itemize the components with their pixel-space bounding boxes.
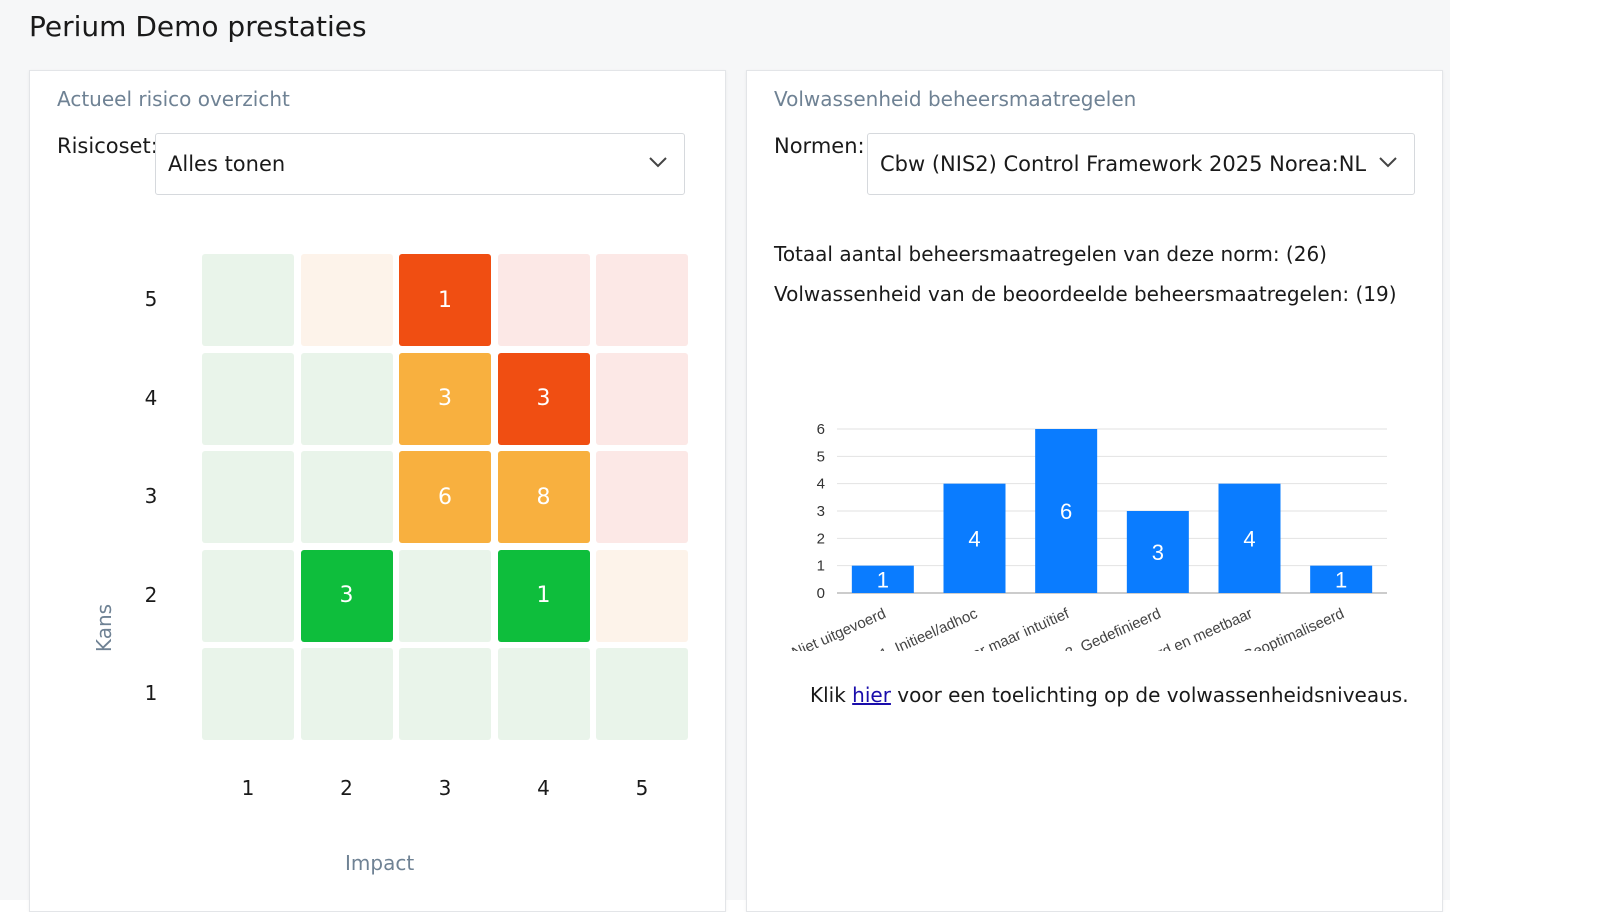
- y-tick-label: 2: [817, 530, 825, 547]
- maturity-bar-chart: 0 1 2 3 4 5 6 1 0. Niet uitgevoerd 4 1. Initieel/a…: [774, 421, 1387, 651]
- y-tick-label: 0: [817, 585, 825, 602]
- total-controls-label: Totaal aantal beheersmaatregelen van dez…: [774, 242, 1280, 266]
- risk-cell[interactable]: 1: [497, 549, 590, 642]
- risk-cell: [300, 451, 393, 543]
- total-controls-value: (26): [1285, 242, 1327, 266]
- normen-select[interactable]: Cbw (NIS2) Control Framework 2025 Norea:…: [867, 133, 1415, 195]
- risk-cell: [300, 254, 393, 346]
- risk-cell: [399, 549, 491, 642]
- assessed-controls-line: Volwassenheid van de beoordeelde beheers…: [774, 282, 1397, 306]
- normen-select-value: Cbw (NIS2) Control Framework 2025 Norea:…: [880, 152, 1367, 176]
- bar-value-label: 4: [968, 526, 980, 551]
- risk-cell: [596, 549, 688, 642]
- bar: [1126, 511, 1189, 593]
- risk-cell: [202, 254, 294, 346]
- bar-value-label: 1: [877, 567, 889, 592]
- y-tick-label: 1: [144, 681, 158, 705]
- explanation-suffix: voor een toelichting op de volwassenheid…: [897, 683, 1409, 707]
- risk-cell: [202, 451, 294, 543]
- y-tick-label: 5: [144, 287, 158, 311]
- explanation-link[interactable]: hier: [852, 683, 891, 707]
- risk-cell: [202, 352, 294, 445]
- normen-label: Normen:: [774, 134, 865, 158]
- x-tick-label: 1: [241, 776, 255, 800]
- bar: [1310, 565, 1373, 593]
- page-title: Perium Demo prestaties: [29, 10, 367, 43]
- x-tick-label: 0. Niet uitgevoerd: [774, 605, 888, 651]
- risk-cell[interactable]: 3: [497, 352, 590, 445]
- y-tick-label: 2: [144, 582, 158, 607]
- bar: [1035, 429, 1098, 593]
- risicoset-label: Risicoset:: [57, 134, 158, 158]
- risk-cell[interactable]: 3: [300, 549, 393, 642]
- risk-cell: [202, 549, 294, 642]
- assessed-controls-value: (19): [1355, 282, 1397, 306]
- explanation-prefix: Klik: [810, 683, 846, 707]
- y-axis-title: Kans: [92, 603, 116, 653]
- bar-value-label: 4: [1243, 526, 1255, 551]
- y-tick-label: 3: [144, 484, 158, 508]
- explanation-note: Klik hier voor een toelichting op de vol…: [810, 683, 1409, 707]
- risicoset-select-value: Alles tonen: [168, 152, 286, 176]
- risk-cell: [596, 352, 688, 445]
- x-tick-label: 5: [635, 776, 649, 800]
- risk-cell: [596, 254, 688, 346]
- y-tick-label: 6: [817, 421, 825, 438]
- risk-cell[interactable]: 6: [399, 451, 491, 543]
- risk-overview-card: Actueel risico overzicht Risicoset: Alle…: [29, 70, 726, 912]
- bar: [851, 565, 914, 593]
- x-tick-label: 4: [537, 776, 550, 800]
- risicoset-select[interactable]: Alles tonen: [155, 133, 685, 195]
- total-controls-line: Totaal aantal beheersmaatregelen van dez…: [774, 242, 1327, 266]
- bar-value-label: 3: [1152, 540, 1164, 565]
- risk-cell: [497, 254, 590, 346]
- x-tick-label: 1. Initieel/adhoc: [877, 605, 980, 651]
- risk-cell: [300, 648, 393, 740]
- y-tick-label: 4: [144, 385, 158, 410]
- risk-cell: [202, 648, 294, 740]
- risk-cell: [399, 648, 491, 740]
- y-tick-label: 4: [817, 476, 825, 493]
- risk-cell[interactable]: 8: [497, 451, 590, 543]
- bar: [1218, 483, 1281, 593]
- chevron-down-icon: [1379, 157, 1397, 168]
- risk-card-title: Actueel risico overzicht: [57, 87, 290, 111]
- maturity-card: Volwassenheid beheersmaatregelen Normen:…: [746, 70, 1443, 912]
- x-tick-label: 3. Gedefinieerd: [1063, 605, 1164, 651]
- risk-cell: [497, 648, 590, 740]
- risk-cell: [596, 451, 688, 543]
- x-tick-label: 3: [438, 776, 452, 800]
- chevron-down-icon: [649, 157, 667, 168]
- risk-cell: [300, 352, 393, 445]
- risk-cell[interactable]: 3: [399, 352, 491, 445]
- risk-cell[interactable]: 1: [399, 254, 491, 346]
- maturity-card-title: Volwassenheid beheersmaatregelen: [774, 87, 1137, 111]
- assessed-controls-label: Volwassenheid van de beoordeelde beheers…: [774, 282, 1350, 306]
- bar: [943, 483, 1006, 593]
- bar-value-label: 1: [1335, 567, 1347, 592]
- y-tick-label: 1: [817, 558, 825, 575]
- bar-value-label: 6: [1060, 499, 1072, 524]
- x-tick-label: 2: [340, 776, 353, 800]
- x-axis-title: Impact: [345, 851, 415, 875]
- y-tick-label: 5: [817, 448, 825, 465]
- y-tick-label: 3: [817, 503, 825, 520]
- risk-cell: [596, 648, 688, 740]
